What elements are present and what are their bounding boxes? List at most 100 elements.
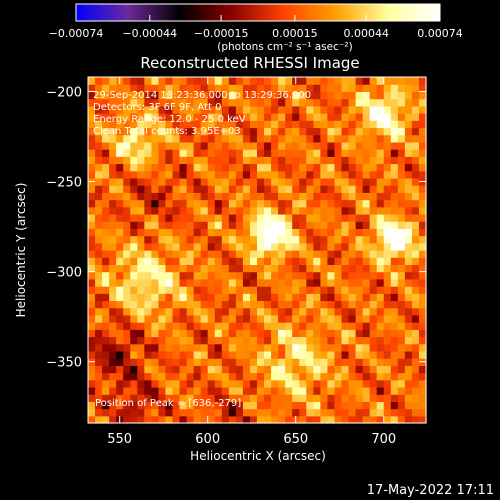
heatmap-cell: [341, 264, 350, 273]
heatmap-cell: [313, 336, 321, 345]
heatmap-cell: [151, 343, 160, 352]
heatmap-cell: [123, 127, 131, 136]
heatmap-cell: [186, 365, 195, 374]
heatmap-cell: [383, 221, 392, 229]
heatmap-cell: [271, 91, 279, 100]
heatmap-cell: [151, 394, 160, 402]
heatmap-cell: [285, 394, 293, 402]
heatmap-cell: [411, 84, 420, 93]
heatmap-cell: [249, 314, 258, 323]
heatmap-cell: [306, 113, 314, 121]
heatmap-cell: [383, 300, 392, 309]
heatmap-cell: [404, 177, 413, 186]
heatmap-cell: [411, 394, 420, 402]
heatmap-cell: [348, 286, 357, 294]
heatmap-cell: [306, 250, 314, 258]
heatmap-cell: [418, 408, 427, 417]
heatmap-cell: [404, 113, 413, 121]
heatmap-cell: [341, 235, 350, 244]
heatmap-cell: [95, 350, 103, 359]
heatmap-cell: [390, 221, 399, 229]
heatmap-cell: [235, 84, 244, 93]
heatmap-cell: [88, 250, 96, 258]
heatmap-cell: [341, 113, 350, 121]
heatmap-cell: [278, 293, 286, 302]
heatmap-cell: [95, 113, 103, 121]
heatmap-cell: [95, 401, 103, 410]
heatmap-cell: [137, 163, 145, 172]
heatmap-cell: [235, 170, 244, 179]
heatmap-cell: [158, 170, 167, 179]
heatmap-cell: [334, 257, 343, 266]
heatmap-cell: [242, 329, 251, 338]
heatmap-cell: [411, 257, 420, 266]
heatmap-cell: [278, 98, 286, 107]
heatmap-cell: [418, 365, 427, 374]
heatmap-cell: [299, 415, 307, 424]
heatmap-cell: [207, 314, 216, 323]
heatmap-cell: [249, 379, 258, 388]
heatmap-cell: [200, 394, 209, 402]
heatmap-cell: [95, 307, 103, 316]
heatmap-cell: [383, 206, 392, 215]
heatmap-cell: [158, 264, 167, 273]
heatmap-cell: [376, 415, 385, 424]
heatmap-cell: [306, 314, 314, 323]
heatmap-cell: [249, 221, 258, 229]
heatmap-cell: [186, 206, 195, 215]
heatmap-cell: [95, 286, 103, 294]
heatmap-cell: [235, 242, 244, 251]
heatmap-cell: [172, 379, 181, 388]
heatmap-cell: [341, 350, 350, 359]
heatmap-cell: [116, 113, 124, 121]
heatmap-cell: [151, 213, 160, 222]
heatmap-cell: [179, 408, 188, 417]
heatmap-cell: [264, 372, 272, 381]
heatmap-cell: [123, 250, 131, 258]
heatmap-cell: [271, 192, 279, 201]
heatmap-cell: [228, 264, 237, 273]
heatmap-cell: [327, 408, 336, 417]
heatmap-cell: [306, 77, 314, 85]
heatmap-cell: [341, 206, 350, 215]
heatmap-cell: [165, 394, 174, 402]
heatmap-cell: [221, 98, 230, 107]
heatmap-cell: [306, 329, 314, 338]
heatmap-cell: [299, 177, 307, 186]
heatmap-cell: [116, 365, 124, 374]
heatmap-cell: [404, 134, 413, 143]
heatmap-cell: [249, 336, 258, 345]
heatmap-cell: [151, 127, 160, 136]
heatmap-cell: [88, 286, 96, 294]
heatmap-cell: [123, 113, 131, 121]
heatmap-cell: [95, 84, 103, 93]
heatmap-cell: [200, 401, 209, 410]
heatmap-cell: [397, 408, 406, 417]
heatmap-cell: [249, 394, 258, 402]
heatmap-cell: [390, 257, 399, 266]
heatmap-cell: [292, 271, 300, 280]
heatmap-cell: [179, 350, 188, 359]
heatmap-cell: [116, 206, 124, 215]
heatmap-cell: [362, 98, 371, 107]
heatmap-cell: [341, 394, 350, 402]
heatmap-cell: [193, 213, 202, 222]
heatmap-cell: [102, 120, 110, 129]
heatmap-cell: [186, 242, 195, 251]
heatmap-cell: [165, 329, 174, 338]
heatmap-cell: [299, 379, 307, 388]
heatmap-cell: [383, 141, 392, 150]
heatmap-cell: [355, 286, 364, 294]
heatmap-cell: [228, 77, 237, 85]
heatmap-cell: [88, 134, 96, 143]
colorbar-tick-label: 0.00015: [272, 27, 318, 40]
heatmap-cell: [383, 120, 392, 129]
heatmap-cell: [116, 213, 124, 222]
heatmap-cell: [411, 415, 420, 424]
heatmap-cell: [369, 394, 378, 402]
heatmap-cell: [390, 127, 399, 136]
heatmap-cell: [186, 192, 195, 201]
heatmap-cell: [418, 91, 427, 100]
heatmap-cell: [271, 84, 279, 93]
heatmap-cell: [144, 401, 152, 410]
